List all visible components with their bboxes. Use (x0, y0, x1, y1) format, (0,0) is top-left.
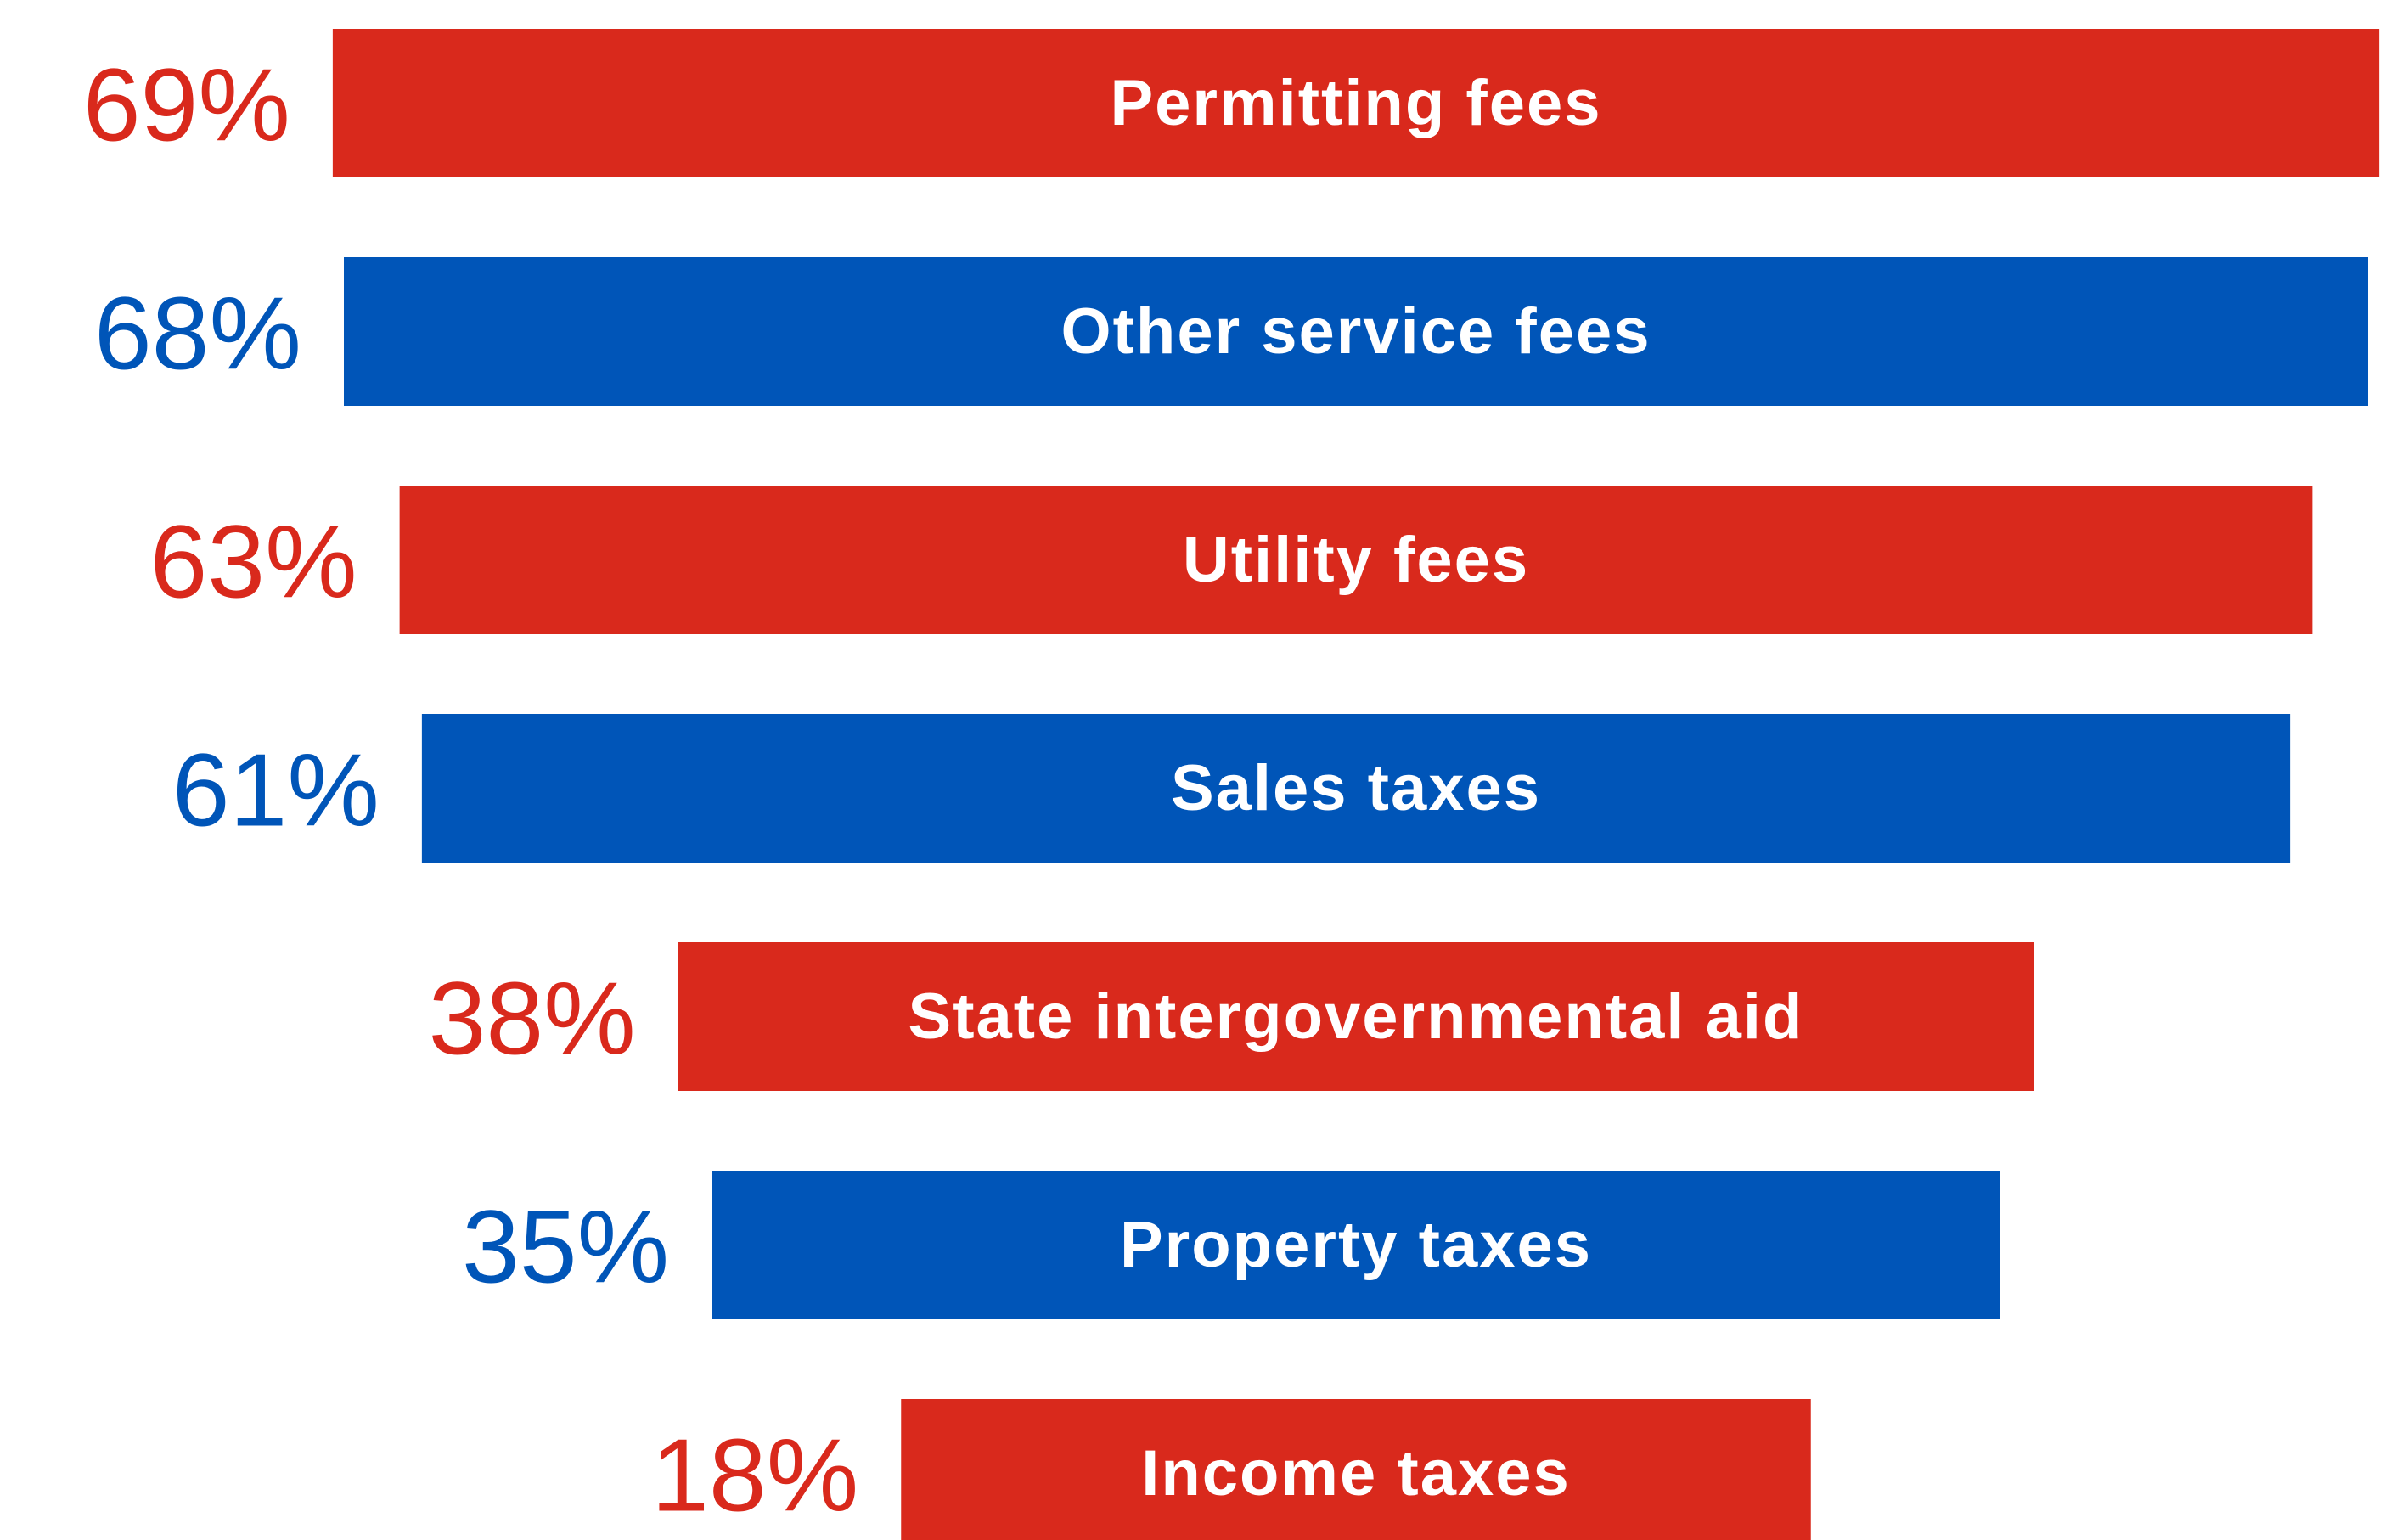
bar (901, 1399, 1811, 1540)
value-label: 69% (83, 48, 290, 163)
bar (399, 486, 2313, 634)
bar-label: Other service fees (1060, 295, 1651, 368)
bar-label: State intergovernmental aid (908, 981, 1804, 1053)
bar (332, 29, 2380, 177)
bar-label: Permitting fees (1110, 67, 1601, 139)
value-label: 63% (149, 504, 357, 620)
bar (712, 1171, 2000, 1319)
bar-label: Utility fees (1183, 524, 1529, 596)
bar-label: Sales taxes (1171, 752, 1541, 824)
bar-label: Income taxes (1141, 1437, 1571, 1509)
bar-label: Property taxes (1120, 1209, 1592, 1281)
bar (678, 942, 2034, 1091)
bar (344, 257, 2368, 406)
bar (421, 714, 2291, 863)
value-label: 61% (172, 733, 380, 848)
value-label: 68% (94, 276, 301, 391)
value-label: 18% (651, 1418, 858, 1533)
value-label: 35% (462, 1189, 669, 1305)
value-label: 38% (429, 961, 636, 1076)
